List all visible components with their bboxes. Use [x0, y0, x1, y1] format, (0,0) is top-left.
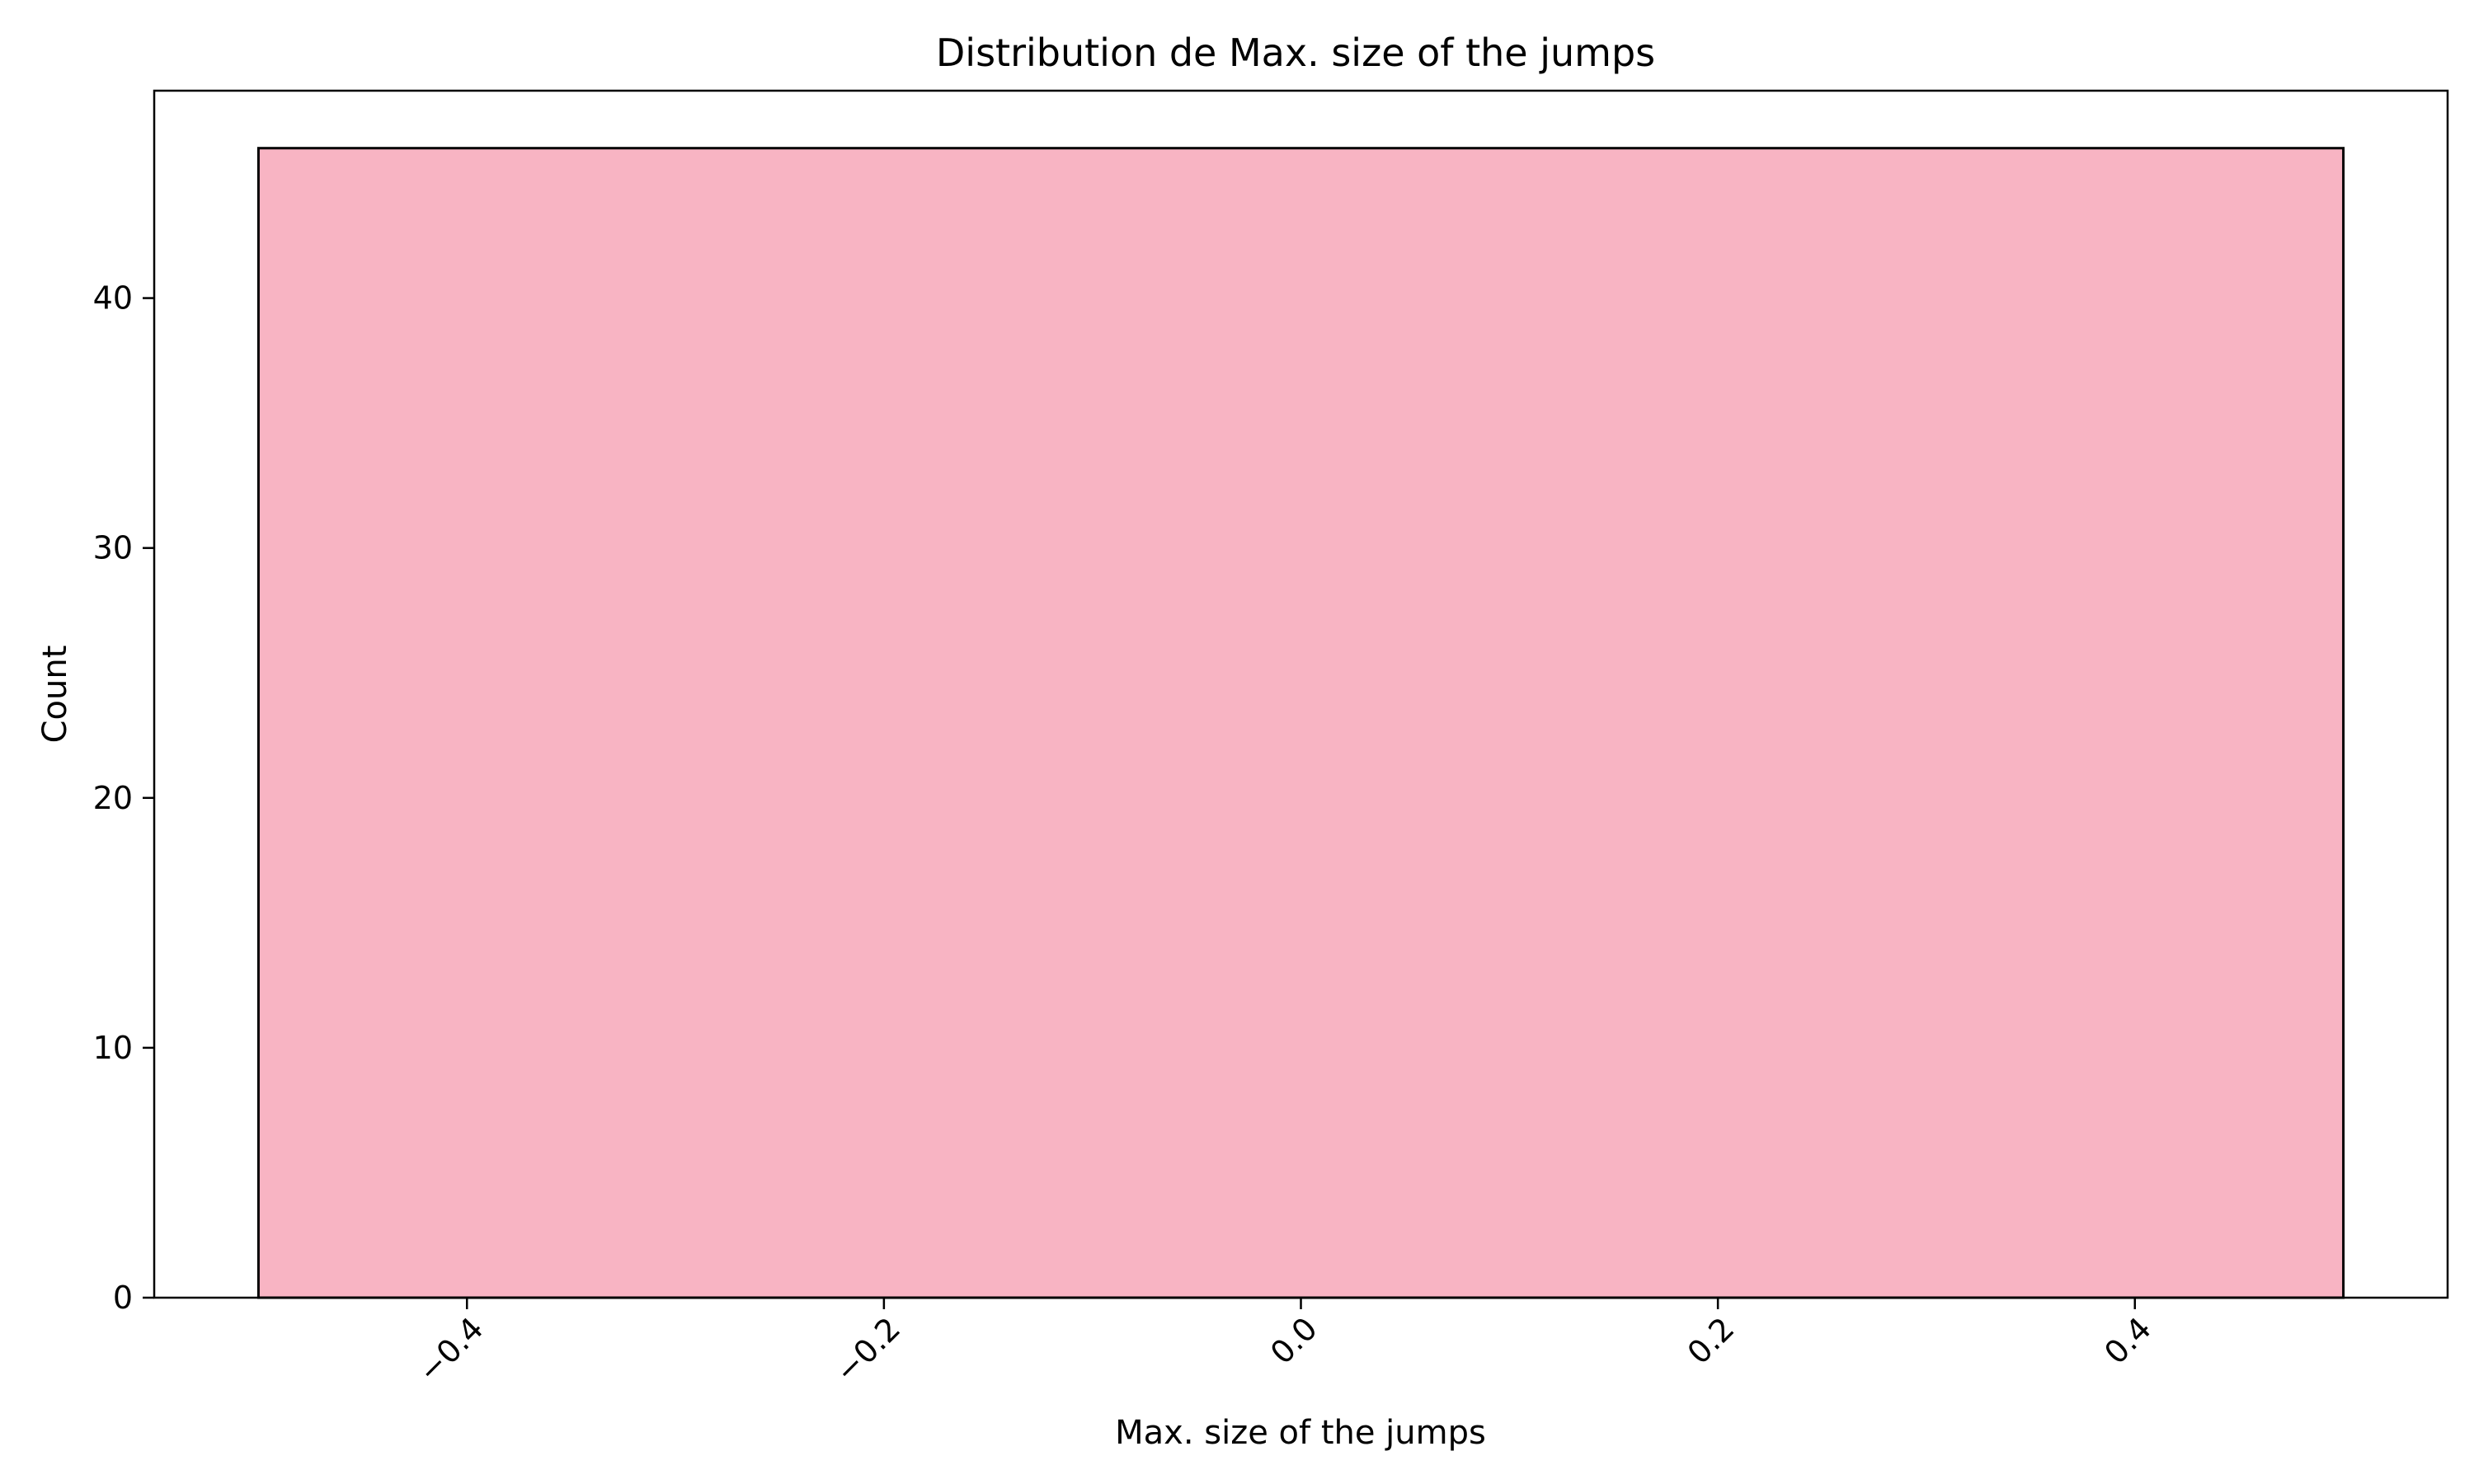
y-tick-label: 10 — [93, 1030, 133, 1066]
x-axis-label: Max. size of the jumps — [1115, 1414, 1486, 1452]
y-tick-label: 40 — [93, 280, 133, 317]
bars-layer — [256, 147, 2345, 1299]
y-tick-label: 30 — [93, 530, 133, 566]
y-tick-label: 0 — [113, 1280, 133, 1316]
x-axis-ticks: −0.4 −0.2 0.0 0.2 0.4 — [411, 1298, 2158, 1390]
x-tick-label: 0.2 — [1681, 1310, 1742, 1371]
y-tick-label: 20 — [93, 780, 133, 816]
histogram-bar-0 — [256, 147, 2345, 1299]
x-tick-label: 0.0 — [1263, 1310, 1324, 1371]
chart-title: Distribution de Max. size of the jumps — [936, 31, 1655, 75]
y-axis-label: Count — [36, 646, 74, 744]
x-tick-label: −0.2 — [828, 1310, 907, 1389]
x-tick-label: −0.4 — [411, 1310, 490, 1389]
x-tick-label: 0.4 — [2097, 1310, 2158, 1371]
y-axis-ticks: 0 10 20 30 40 — [93, 280, 154, 1316]
